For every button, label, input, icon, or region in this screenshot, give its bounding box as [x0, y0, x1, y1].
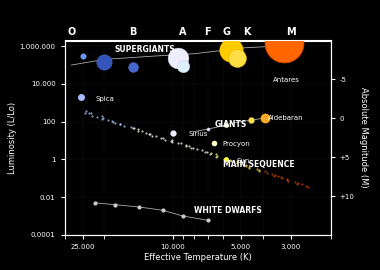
Text: GIANTS: GIANTS — [215, 120, 247, 129]
Text: O: O — [67, 27, 76, 37]
Text: A: A — [179, 27, 187, 37]
Text: M: M — [286, 27, 296, 37]
Text: WHITE DWARFS: WHITE DWARFS — [195, 206, 262, 215]
Text: K: K — [243, 27, 250, 37]
Text: Spica: Spica — [95, 96, 114, 102]
Text: MAIN SEQUENCE: MAIN SEQUENCE — [223, 160, 294, 169]
Text: G: G — [222, 27, 230, 37]
Y-axis label: Luminosity (L/Lo): Luminosity (L/Lo) — [8, 102, 17, 174]
Text: Procyon: Procyon — [223, 141, 250, 147]
Text: Sun: Sun — [237, 158, 250, 164]
Text: F: F — [204, 27, 211, 37]
Text: SUPERGIANTS: SUPERGIANTS — [115, 45, 176, 54]
Text: Antares: Antares — [273, 77, 300, 83]
Text: Aldebaran: Aldebaran — [268, 115, 303, 121]
Text: Sirius: Sirius — [188, 131, 208, 137]
Text: B: B — [129, 27, 136, 37]
Y-axis label: Absolute Magnitude (M): Absolute Magnitude (M) — [359, 87, 368, 188]
X-axis label: Effective Temperature (K): Effective Temperature (K) — [144, 253, 252, 262]
